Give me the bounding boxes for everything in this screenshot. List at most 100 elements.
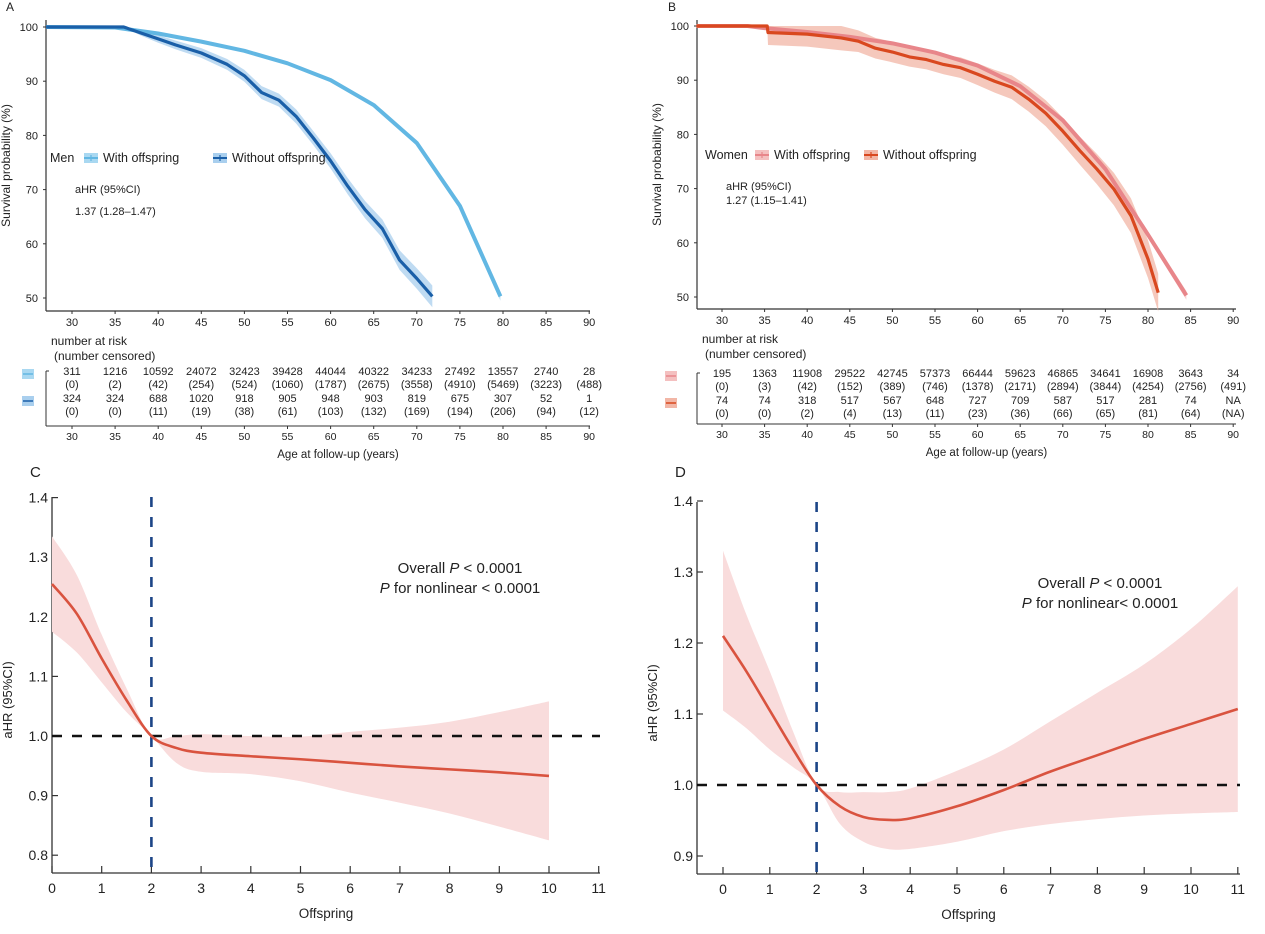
- risk-at-risk-value: 57373: [920, 368, 951, 380]
- risk-censored-value: (389): [880, 381, 906, 393]
- x-tick-label: 9: [495, 880, 503, 896]
- risk-censored-value: (11): [149, 406, 168, 418]
- x-tick-label: 10: [1183, 881, 1199, 897]
- risk-censored-value: (2): [108, 379, 121, 391]
- y-tick-label: 80: [677, 129, 689, 141]
- x-tick-label: 7: [396, 880, 404, 896]
- y-tick-label: 1.1: [29, 668, 49, 684]
- x-tick-label: 75: [454, 317, 466, 329]
- risk-at-risk-value: NA: [1226, 395, 1242, 407]
- risk-censored-value: (38): [235, 406, 255, 418]
- risk-x-tick-label: 45: [195, 431, 207, 443]
- risk-x-tick-label: 60: [972, 429, 984, 441]
- risk-censored-value: (0): [65, 406, 78, 418]
- x-tick-label: 80: [1142, 315, 1154, 327]
- risk-x-tick-label: 35: [759, 429, 771, 441]
- x-tick-label: 35: [758, 315, 770, 327]
- risk-at-risk-value: 24072: [186, 366, 217, 378]
- risk-at-risk-value: 517: [841, 395, 859, 407]
- risk-censored-value: (2756): [1175, 381, 1207, 393]
- x-tick-label: 80: [497, 317, 509, 329]
- risk-at-risk-value: 40322: [358, 366, 389, 378]
- risk-censored-value: (1787): [315, 379, 347, 391]
- y-tick-label: 1.2: [674, 635, 694, 651]
- risk-censored-value: (206): [490, 406, 516, 418]
- risk-x-tick-label: 75: [454, 431, 466, 443]
- y-axis-label: Survival probability (%): [0, 104, 13, 227]
- risk-x-tick-label: 70: [411, 431, 423, 443]
- risk-at-risk-value: 688: [149, 393, 167, 405]
- x-tick-label: 40: [152, 317, 164, 329]
- y-axis-label: aHR (95%CI): [0, 661, 15, 738]
- risk-censored-value: (0): [65, 379, 78, 391]
- y-tick-label: 90: [26, 76, 38, 88]
- x-tick-label: 75: [1099, 315, 1111, 327]
- x-tick-label: 8: [446, 880, 454, 896]
- x-tick-label: 70: [1057, 315, 1069, 327]
- x-tick-label: 55: [281, 317, 293, 329]
- nonlinear-p-annotation: P for nonlinear < 0.0001: [380, 580, 541, 597]
- x-tick-label: 65: [1014, 315, 1026, 327]
- ci-band-without-offspring: [696, 26, 1159, 312]
- risk-censored-value: (0): [108, 406, 121, 418]
- risk-table-subtitle: (number censored): [705, 347, 806, 361]
- risk-x-tick-label: 35: [109, 431, 121, 443]
- risk-at-risk-value: 10592: [143, 366, 174, 378]
- risk-at-risk-value: 948: [321, 393, 339, 405]
- x-tick-label: 60: [971, 315, 983, 327]
- risk-censored-value: (746): [922, 381, 948, 393]
- risk-censored-value: (42): [797, 381, 817, 393]
- risk-x-tick-label: 30: [66, 431, 78, 443]
- x-tick-label: 0: [48, 880, 56, 896]
- y-tick-label: 1.3: [674, 564, 694, 580]
- risk-at-risk-value: 1363: [752, 368, 776, 380]
- risk-x-tick-label: 30: [716, 429, 728, 441]
- panel-label-a: A: [6, 0, 14, 14]
- x-axis-label: Offspring: [299, 906, 354, 921]
- y-tick-label: 1.3: [29, 549, 49, 565]
- panel-d-spline-women: D 0.9 1.0 1.1 1.2 1.3 1.4 0 1 2 3 4 5 6 7 8 9 10 11 aHR (9…: [645, 464, 1245, 922]
- y-tick-label: 80: [26, 130, 38, 142]
- risk-at-risk-value: 905: [278, 393, 296, 405]
- risk-censored-value: (36): [1010, 408, 1030, 420]
- risk-censored-value: (5469): [487, 379, 519, 391]
- y-axis-label: aHR (95%CI): [645, 664, 660, 741]
- ahr-value: 1.27 (1.15–1.41): [726, 195, 807, 207]
- survival-curve-with-offspring: [696, 24, 1189, 297]
- risk-at-risk-value: 74: [1184, 395, 1196, 407]
- risk-table-title: number at risk: [702, 332, 779, 346]
- risk-censored-value: (12): [579, 406, 599, 418]
- risk-censored-value: (2171): [1004, 381, 1036, 393]
- x-tick-label: 60: [324, 317, 336, 329]
- y-tick-label: 70: [677, 184, 689, 196]
- risk-x-tick-label: 80: [1142, 429, 1154, 441]
- ci-band-without-offspring: [46, 27, 433, 308]
- risk-censored-value: (4254): [1132, 381, 1164, 393]
- nonlinear-p-annotation: P for nonlinear< 0.0001: [1022, 595, 1178, 612]
- panel-b-survival-women: B 50 60 70 80 90 100 30 35 40 45 50 55 60 65 70 75 80 85 9…: [650, 0, 1246, 459]
- survival-curve-without-offspring: [46, 25, 434, 298]
- y-tick-label: 60: [26, 239, 38, 251]
- x-tick-label: 1: [98, 880, 106, 896]
- risk-censored-value: (3): [758, 381, 771, 393]
- x-tick-label: 0: [719, 881, 727, 897]
- risk-at-risk-value: 648: [926, 395, 944, 407]
- x-axis-label: Offspring: [941, 907, 996, 922]
- risk-at-risk-value: 74: [758, 395, 770, 407]
- y-tick-label: 1.2: [29, 609, 49, 625]
- y-tick-label: 60: [677, 238, 689, 250]
- x-tick-label: 50: [886, 315, 898, 327]
- x-tick-label: 70: [411, 317, 423, 329]
- risk-censored-value: (491): [1220, 381, 1246, 393]
- risk-at-risk-value: 1020: [189, 393, 213, 405]
- x-tick-label: 1: [766, 881, 774, 897]
- y-tick-label: 50: [677, 292, 689, 304]
- x-tick-label: 11: [591, 880, 606, 896]
- legend-title: Women: [705, 148, 748, 162]
- risk-censored-value: (4910): [444, 379, 476, 391]
- risk-at-risk-value: 28: [583, 366, 595, 378]
- risk-censored-value: (3558): [401, 379, 433, 391]
- y-tick-label: 1.4: [674, 493, 694, 509]
- x-tick-label: 5: [953, 881, 961, 897]
- spline-curve: [721, 635, 1239, 822]
